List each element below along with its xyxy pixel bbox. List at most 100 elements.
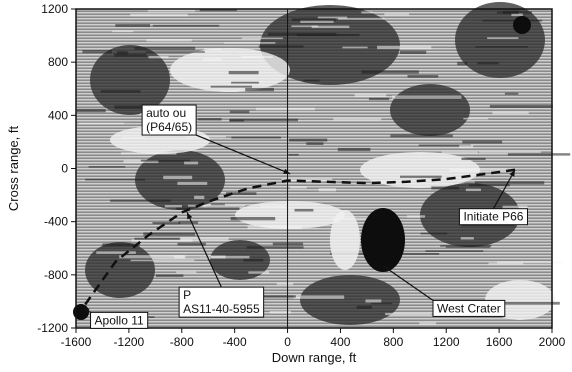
y-axis-ticks: 1200 800 400 0 -400 -800 -1200 xyxy=(37,2,76,335)
scan-line xyxy=(288,153,299,156)
scan-line xyxy=(311,25,350,29)
scan-line xyxy=(240,55,273,58)
scan-line xyxy=(241,37,283,40)
scan-line xyxy=(202,204,246,207)
scan-line xyxy=(231,136,281,139)
scan-line xyxy=(176,271,197,274)
scan-line xyxy=(177,181,208,185)
y-tick-label: 0 xyxy=(61,162,68,176)
annotation: Initiate P66 xyxy=(458,169,528,226)
scan-line xyxy=(477,61,499,65)
scan-line xyxy=(260,205,286,208)
annotation-arrowhead xyxy=(187,212,193,220)
scan-line xyxy=(185,136,226,138)
scan-line xyxy=(289,138,328,142)
scan-line xyxy=(152,24,220,27)
scan-line xyxy=(115,24,151,27)
scan-line xyxy=(146,38,192,42)
x-tick-label: 400 xyxy=(330,335,350,349)
dark-surface-patch xyxy=(90,45,170,115)
scan-line xyxy=(392,95,462,99)
scan-line xyxy=(79,122,125,125)
scan-line xyxy=(507,153,571,156)
scan-line xyxy=(465,188,481,192)
scan-line xyxy=(267,32,337,36)
scan-line xyxy=(384,252,440,255)
scan-line xyxy=(474,181,545,185)
dark-surface-patch xyxy=(135,150,225,210)
scan-line xyxy=(276,282,294,285)
scan-line xyxy=(255,107,315,111)
scan-line xyxy=(497,261,564,264)
x-tick-label: 1200 xyxy=(433,335,460,349)
annotation-text: AS11-40-5955 xyxy=(183,302,260,316)
y-tick-label: 1200 xyxy=(41,2,68,16)
scan-line xyxy=(479,151,541,153)
scan-line xyxy=(226,192,257,195)
annotation-arrowhead xyxy=(382,265,390,272)
scan-line xyxy=(492,111,529,115)
scan-line xyxy=(289,186,307,189)
scan-line xyxy=(155,274,184,277)
scan-line xyxy=(497,11,533,14)
scan-line xyxy=(199,9,237,12)
scan-line xyxy=(231,81,259,84)
scan-line xyxy=(361,70,419,74)
annotation-arrowhead xyxy=(283,168,291,174)
dark-surface-patch xyxy=(210,240,270,280)
y-tick-label: -400 xyxy=(44,215,68,229)
scan-line xyxy=(300,20,334,23)
scan-line xyxy=(504,92,519,95)
scan-line xyxy=(419,322,437,325)
scan-line xyxy=(116,51,128,55)
scan-line xyxy=(441,151,478,154)
x-tick-label: -800 xyxy=(170,335,194,349)
small-crater xyxy=(513,16,531,34)
scan-line xyxy=(246,246,304,249)
annotation-text: (P64/65) xyxy=(146,120,192,134)
scan-line xyxy=(76,108,106,113)
x-tick-label: -1600 xyxy=(61,335,92,349)
scan-line xyxy=(488,262,524,265)
annotation-arrowhead xyxy=(82,308,90,314)
annotations: auto ou(P64/65) Initiate P66 West Crater Ap… xyxy=(82,104,528,329)
scan-line xyxy=(461,157,486,161)
scan-line xyxy=(294,208,314,212)
annotation-text: auto ou xyxy=(146,106,186,120)
annotation-text: P xyxy=(183,288,191,302)
scan-line xyxy=(459,144,474,149)
x-axis-label: Down range, ft xyxy=(272,350,357,365)
annotation-box xyxy=(90,311,149,329)
annotation-text: West Crater xyxy=(437,301,501,315)
scan-line xyxy=(163,175,193,180)
scan-line xyxy=(248,271,270,274)
scan-line xyxy=(384,13,410,16)
x-tick-label: 800 xyxy=(383,335,403,349)
scan-line xyxy=(445,246,491,248)
scan-line xyxy=(224,42,276,44)
x-tick-label: 1600 xyxy=(486,335,513,349)
scan-line xyxy=(180,237,229,241)
scan-line xyxy=(96,251,136,254)
annotation-arrow xyxy=(492,169,516,209)
landing-trajectory-dashed-line xyxy=(81,168,516,309)
scan-line xyxy=(148,55,169,59)
surface-texture xyxy=(73,2,571,325)
x-axis-ticks: -1600 -1200 -800 -400 0 400 800 1200 1600 2000 xyxy=(61,328,566,349)
crater-bright-rim xyxy=(330,210,360,270)
dark-surface-patch xyxy=(390,84,470,136)
scan-line xyxy=(463,117,489,120)
annotation-arrow xyxy=(382,265,434,301)
annotation: auto ou(P64/65) xyxy=(141,104,291,175)
scan-line xyxy=(113,53,147,57)
scan-line xyxy=(337,147,371,152)
bright-surface-patch xyxy=(235,201,345,229)
scan-line xyxy=(102,243,140,247)
scan-line xyxy=(269,311,292,314)
scan-line xyxy=(354,93,387,97)
scan-line xyxy=(400,175,442,178)
scan-line xyxy=(164,204,182,208)
x-tick-label: -400 xyxy=(223,335,247,349)
scan-line xyxy=(356,305,372,309)
scan-line xyxy=(385,312,432,316)
